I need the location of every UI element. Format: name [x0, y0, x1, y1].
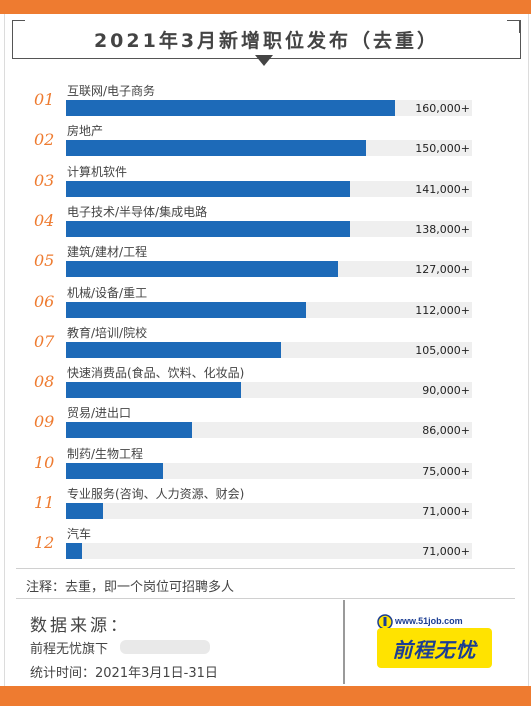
title-frame-corner — [507, 20, 520, 33]
logo-url: www.51job.com — [395, 616, 463, 626]
bar-track — [66, 543, 472, 560]
value-label: 138,000+ — [415, 222, 470, 236]
rank-label: 06 — [34, 291, 55, 311]
bar — [66, 503, 103, 519]
vertical-divider — [343, 600, 345, 684]
bar — [66, 382, 241, 399]
bar — [66, 301, 306, 318]
logo-text: 前程无忧 — [392, 638, 477, 662]
source-heading: 数据来源： — [30, 616, 130, 636]
rank-label: 08 — [34, 372, 55, 392]
category-label: 教育/培训/院校 — [67, 325, 148, 340]
category-label: 电子技术/半导体/集成电路 — [67, 204, 208, 219]
value-label: 105,000+ — [415, 343, 470, 357]
rank-label: 09 — [34, 412, 55, 432]
bar-track — [66, 503, 472, 519]
title-frame-corner — [12, 20, 25, 33]
value-label: 160,000+ — [415, 102, 470, 115]
bar — [66, 543, 82, 560]
divider — [16, 568, 515, 569]
category-label: 快速消费品(食品、饮料、化妆品) — [67, 366, 245, 381]
value-label: 150,000+ — [415, 142, 470, 156]
value-label: 90,000+ — [422, 384, 470, 398]
rank-label: 02 — [34, 130, 55, 150]
value-label: 112,000+ — [415, 303, 470, 317]
source-text: 前程无忧旗下 — [30, 642, 109, 657]
bar — [66, 180, 350, 197]
triangle-down-icon — [255, 55, 273, 66]
category-label: 互联网/电子商务 — [67, 84, 156, 98]
bar — [66, 261, 338, 278]
value-label: 127,000+ — [415, 263, 470, 277]
category-label: 汽车 — [67, 527, 92, 542]
divider — [16, 598, 515, 599]
top-accent-band — [0, 0, 531, 14]
rank-label: 05 — [34, 251, 55, 271]
value-label: 141,000+ — [415, 182, 470, 196]
source-line-2: 统计时间：2021年3月1日-31日 — [30, 666, 218, 681]
bar — [66, 422, 192, 439]
rank-label: 10 — [34, 452, 55, 472]
bar — [66, 220, 350, 237]
rank-label: 07 — [34, 331, 55, 351]
rank-label: 01 — [34, 90, 55, 109]
bar — [66, 341, 281, 358]
value-label: 71,000+ — [422, 545, 470, 559]
rank-label: 03 — [34, 170, 55, 190]
chart-title: 2021年3月新增职位发布（去重） — [93, 30, 440, 52]
footnote: 注释：去重，即一个岗位可招聘多人 — [26, 580, 235, 595]
category-label: 贸易/进出口 — [67, 406, 132, 421]
bar-track — [66, 462, 472, 479]
category-label: 房地产 — [67, 124, 104, 139]
bar — [66, 140, 366, 157]
rank-label: 11 — [34, 493, 55, 512]
value-label: 75,000+ — [422, 464, 470, 478]
category-label: 建筑/建材/工程 — [67, 245, 148, 260]
bar — [66, 100, 395, 116]
bar — [66, 462, 163, 479]
category-label: 机械/设备/重工 — [67, 285, 148, 300]
category-label: 制药/生物工程 — [67, 446, 144, 461]
logo-badge — [377, 628, 492, 668]
redacted-block — [120, 640, 210, 654]
rank-label: 12 — [34, 533, 55, 553]
value-label: 86,000+ — [422, 424, 470, 438]
rank-label: 04 — [34, 210, 55, 230]
value-label: 71,000+ — [422, 505, 470, 518]
category-label: 专业服务(咨询、人力资源、财会) — [67, 487, 245, 501]
bottom-accent-band — [0, 686, 531, 706]
category-label: 计算机软件 — [67, 164, 128, 179]
